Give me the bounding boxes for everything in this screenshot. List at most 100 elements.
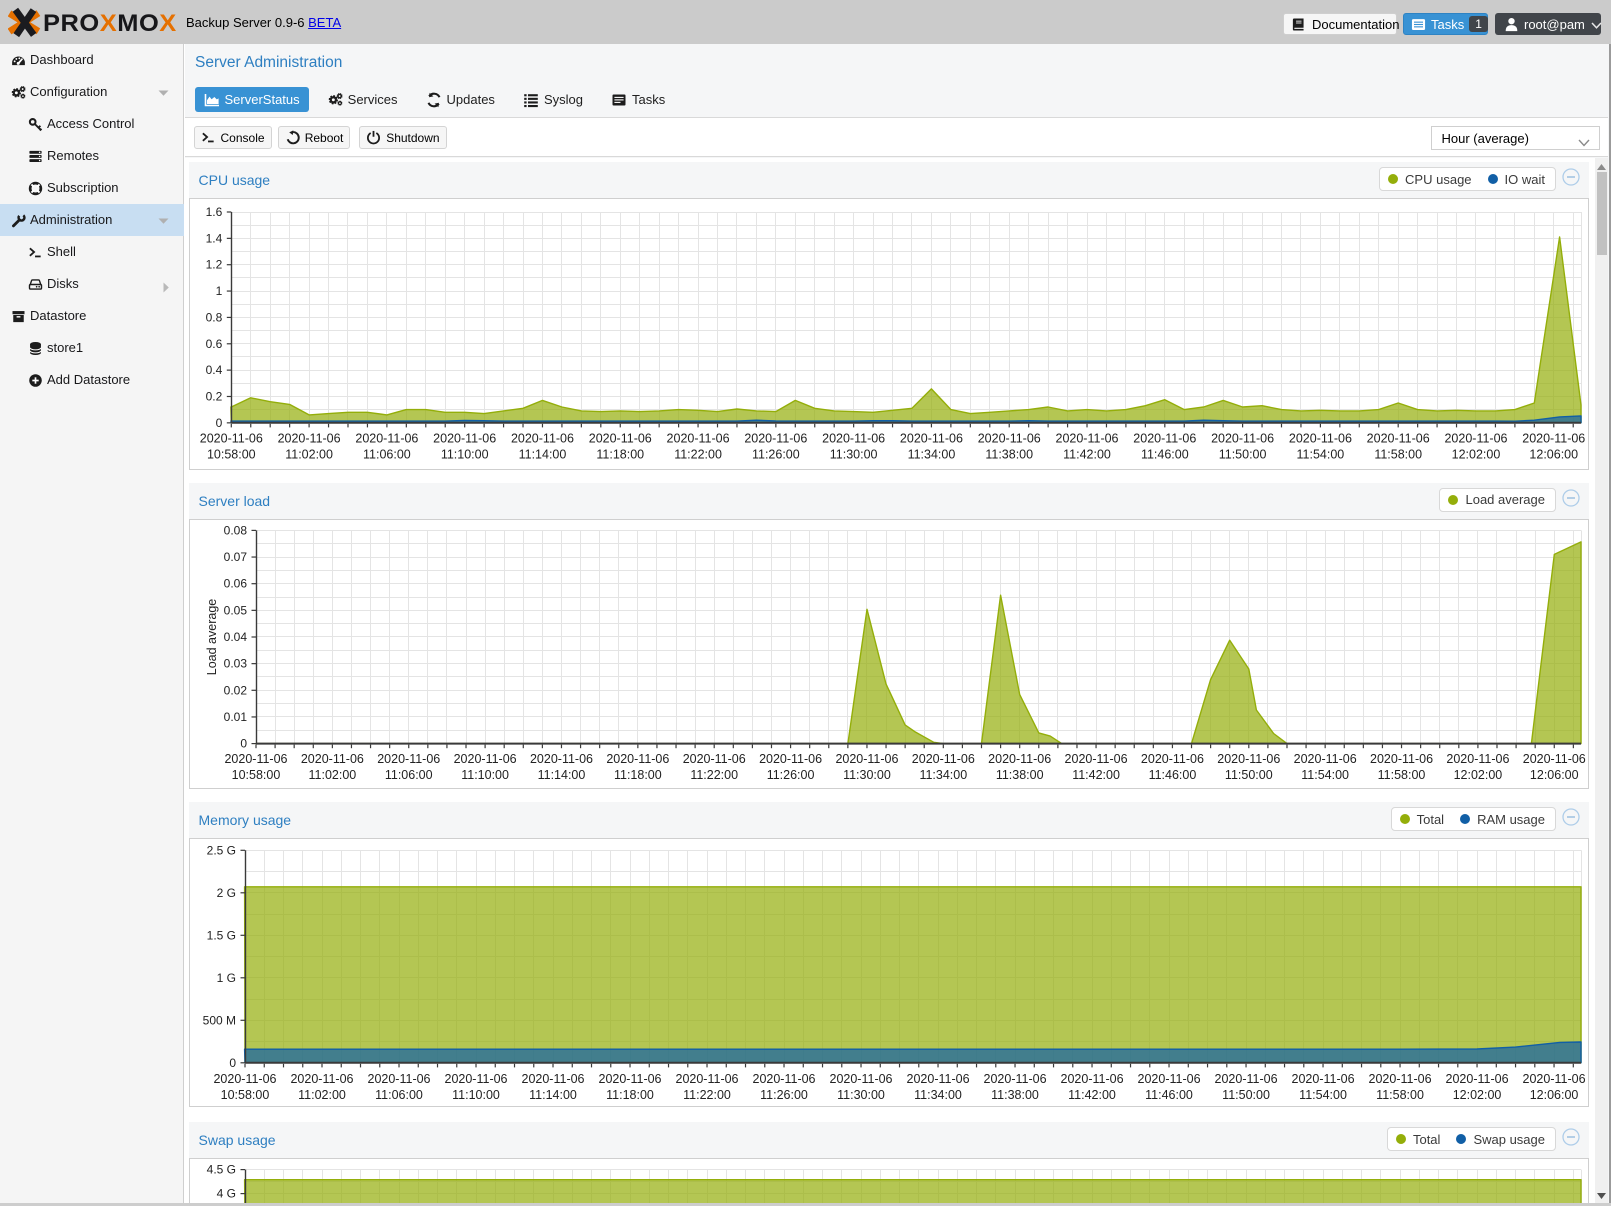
svg-text:2020-11-06: 2020-11-06 (1368, 1072, 1431, 1086)
svg-text:11:02:00: 11:02:00 (308, 768, 356, 782)
svg-text:2020-11-06: 2020-11-06 (300, 752, 363, 766)
svg-text:2020-11-06: 2020-11-06 (199, 431, 262, 445)
svg-text:11:46:00: 11:46:00 (1140, 447, 1188, 461)
svg-text:11:10:00: 11:10:00 (461, 768, 509, 782)
svg-text:11:18:00: 11:18:00 (613, 768, 661, 782)
svg-text:1.5 G: 1.5 G (206, 928, 235, 942)
svg-text:11:38:00: 11:38:00 (985, 447, 1033, 461)
svg-text:2020-11-06: 2020-11-06 (444, 1072, 507, 1086)
svg-text:2020-11-06: 2020-11-06 (213, 1072, 276, 1086)
svg-text:0.4: 0.4 (205, 363, 222, 377)
svg-text:12:06:00: 12:06:00 (1529, 1088, 1578, 1102)
svg-text:2 G: 2 G (216, 886, 235, 900)
svg-text:2020-11-06: 2020-11-06 (835, 752, 898, 766)
svg-text:2020-11-06: 2020-11-06 (606, 752, 669, 766)
svg-text:11:54:00: 11:54:00 (1296, 447, 1344, 461)
svg-text:11:14:00: 11:14:00 (537, 768, 585, 782)
svg-text:2020-11-06: 2020-11-06 (1140, 752, 1203, 766)
svg-text:0.03: 0.03 (223, 656, 247, 670)
svg-text:0.8: 0.8 (205, 310, 222, 324)
svg-text:11:54:00: 11:54:00 (1301, 768, 1349, 782)
svg-text:2020-11-06: 2020-11-06 (759, 752, 822, 766)
svg-text:2020-11-06: 2020-11-06 (529, 752, 592, 766)
svg-text:11:14:00: 11:14:00 (518, 447, 566, 461)
svg-text:11:58:00: 11:58:00 (1374, 447, 1422, 461)
svg-text:0.6: 0.6 (205, 337, 222, 351)
svg-text:2020-11-06: 2020-11-06 (521, 1072, 584, 1086)
svg-text:11:22:00: 11:22:00 (690, 768, 738, 782)
svg-text:0.04: 0.04 (223, 630, 247, 644)
svg-text:1.6: 1.6 (205, 205, 222, 219)
svg-text:Load average: Load average (205, 598, 219, 675)
svg-text:2020-11-06: 2020-11-06 (675, 1072, 738, 1086)
svg-text:10:58:00: 10:58:00 (220, 1088, 269, 1102)
svg-text:2020-11-06: 2020-11-06 (1137, 1072, 1200, 1086)
svg-text:2020-11-06: 2020-11-06 (510, 431, 573, 445)
svg-text:11:30:00: 11:30:00 (843, 768, 891, 782)
svg-text:500 M: 500 M (202, 1013, 235, 1027)
svg-text:11:58:00: 11:58:00 (1376, 1088, 1424, 1102)
svg-text:12:02:00: 12:02:00 (1453, 768, 1502, 782)
svg-text:2020-11-06: 2020-11-06 (1370, 752, 1433, 766)
svg-text:2020-11-06: 2020-11-06 (453, 752, 516, 766)
svg-text:0: 0 (240, 736, 247, 750)
svg-text:2020-11-06: 2020-11-06 (433, 431, 496, 445)
svg-text:2020-11-06: 2020-11-06 (1211, 431, 1274, 445)
svg-text:2020-11-06: 2020-11-06 (983, 1072, 1046, 1086)
svg-text:11:18:00: 11:18:00 (606, 1088, 654, 1102)
svg-text:2020-11-06: 2020-11-06 (598, 1072, 661, 1086)
svg-text:11:34:00: 11:34:00 (919, 768, 967, 782)
svg-text:2020-11-06: 2020-11-06 (666, 431, 729, 445)
svg-text:10:58:00: 10:58:00 (231, 768, 280, 782)
svg-text:2020-11-06: 2020-11-06 (1444, 431, 1507, 445)
svg-text:11:50:00: 11:50:00 (1224, 768, 1272, 782)
svg-text:11:34:00: 11:34:00 (914, 1088, 962, 1102)
svg-text:2020-11-06: 2020-11-06 (1288, 431, 1351, 445)
svg-text:11:26:00: 11:26:00 (751, 447, 799, 461)
svg-text:4.5 G: 4.5 G (206, 1163, 235, 1177)
svg-text:1.4: 1.4 (205, 231, 222, 245)
svg-text:2020-11-06: 2020-11-06 (1214, 1072, 1277, 1086)
svg-text:11:42:00: 11:42:00 (1068, 1088, 1116, 1102)
svg-text:2020-11-06: 2020-11-06 (1060, 1072, 1123, 1086)
svg-text:2020-11-06: 2020-11-06 (829, 1072, 892, 1086)
svg-text:2020-11-06: 2020-11-06 (224, 752, 287, 766)
svg-text:2020-11-06: 2020-11-06 (1445, 1072, 1508, 1086)
svg-text:11:30:00: 11:30:00 (829, 447, 877, 461)
svg-text:0.07: 0.07 (223, 550, 247, 564)
svg-text:2020-11-06: 2020-11-06 (1293, 752, 1356, 766)
svg-text:12:06:00: 12:06:00 (1529, 768, 1578, 782)
svg-text:11:22:00: 11:22:00 (674, 447, 722, 461)
svg-text:2020-11-06: 2020-11-06 (1522, 752, 1585, 766)
svg-text:11:58:00: 11:58:00 (1377, 768, 1425, 782)
svg-text:11:50:00: 11:50:00 (1218, 447, 1266, 461)
svg-text:0.05: 0.05 (223, 603, 247, 617)
svg-text:11:06:00: 11:06:00 (363, 447, 411, 461)
svg-text:11:42:00: 11:42:00 (1063, 447, 1111, 461)
svg-text:1 G: 1 G (216, 971, 235, 985)
svg-text:11:06:00: 11:06:00 (384, 768, 432, 782)
svg-text:11:30:00: 11:30:00 (837, 1088, 885, 1102)
svg-text:11:46:00: 11:46:00 (1145, 1088, 1193, 1102)
svg-text:0.01: 0.01 (223, 709, 247, 723)
svg-text:4 G: 4 G (216, 1187, 235, 1201)
svg-text:2020-11-06: 2020-11-06 (744, 431, 807, 445)
svg-text:2020-11-06: 2020-11-06 (377, 752, 440, 766)
svg-text:2020-11-06: 2020-11-06 (899, 431, 962, 445)
svg-text:2020-11-06: 2020-11-06 (752, 1072, 815, 1086)
svg-text:0.2: 0.2 (205, 389, 222, 403)
svg-text:2020-11-06: 2020-11-06 (1055, 431, 1118, 445)
svg-text:11:02:00: 11:02:00 (298, 1088, 346, 1102)
svg-text:11:22:00: 11:22:00 (683, 1088, 731, 1102)
svg-text:2020-11-06: 2020-11-06 (906, 1072, 969, 1086)
svg-text:2020-11-06: 2020-11-06 (588, 431, 651, 445)
svg-text:0.06: 0.06 (223, 576, 247, 590)
svg-text:0.08: 0.08 (223, 523, 247, 537)
svg-text:11:38:00: 11:38:00 (991, 1088, 1039, 1102)
svg-text:11:46:00: 11:46:00 (1148, 768, 1196, 782)
svg-text:2020-11-06: 2020-11-06 (355, 431, 418, 445)
svg-text:11:50:00: 11:50:00 (1222, 1088, 1270, 1102)
svg-text:2020-11-06: 2020-11-06 (1064, 752, 1127, 766)
svg-text:11:02:00: 11:02:00 (285, 447, 333, 461)
svg-text:2020-11-06: 2020-11-06 (290, 1072, 353, 1086)
